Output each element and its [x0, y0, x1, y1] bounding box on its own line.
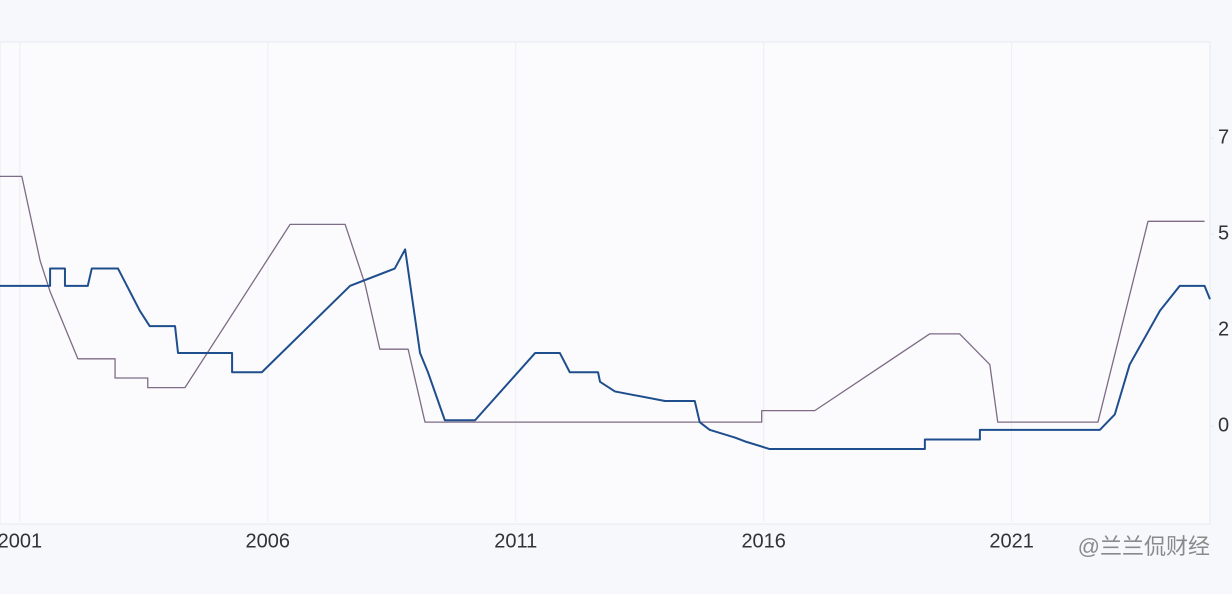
x-tick-label: 2001 — [0, 530, 42, 552]
x-tick-label: 2011 — [494, 530, 537, 552]
x-tick-label: 2016 — [741, 530, 786, 552]
y-tick-label: 5 — [1218, 222, 1229, 244]
y-tick-label: 2 — [1218, 318, 1229, 340]
y-tick-label: 7 — [1218, 126, 1229, 148]
y-tick-label: 0 — [1218, 414, 1229, 436]
plot-area — [0, 41, 1211, 525]
line — [0, 175, 1205, 423]
x-tick-label: 2006 — [246, 530, 291, 552]
x-tick-label: 2021 — [989, 530, 1034, 552]
watermark: @兰兰侃财经 — [1078, 534, 1210, 559]
line — [0, 248, 1211, 451]
